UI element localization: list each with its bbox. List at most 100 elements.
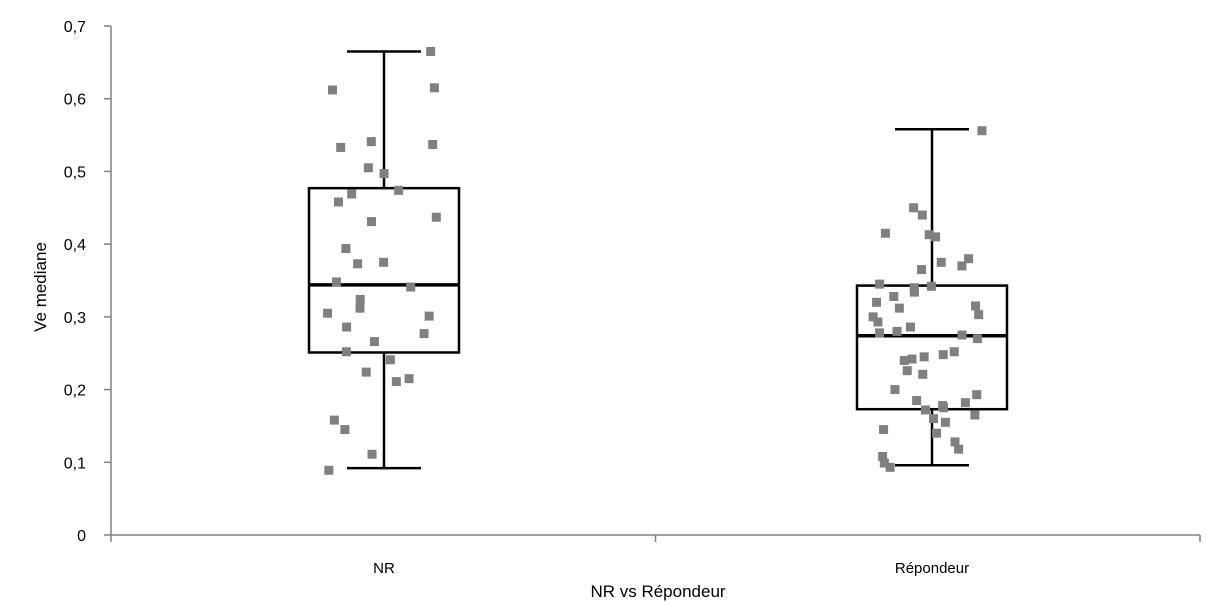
data-point (369, 337, 379, 347)
data-point (899, 355, 909, 365)
y-tick-label: 0,3 (64, 310, 86, 327)
data-point (950, 437, 960, 447)
data-point (972, 390, 982, 400)
data-point (936, 257, 946, 267)
data-point (341, 347, 351, 357)
data-point (917, 265, 927, 275)
data-point (905, 322, 915, 332)
data-point (347, 189, 357, 199)
data-point (890, 385, 900, 395)
y-axis-title: Ve mediane (31, 242, 50, 332)
data-point (355, 294, 365, 304)
data-point (366, 217, 376, 227)
data-point (926, 281, 936, 291)
data-point (889, 291, 899, 301)
data-point (329, 415, 339, 425)
data-point (907, 354, 917, 364)
data-point (972, 334, 982, 344)
data-point (894, 303, 904, 313)
data-point (977, 126, 987, 136)
data-point (909, 287, 919, 297)
data-point (361, 367, 371, 377)
data-point (902, 366, 912, 376)
data-point (355, 303, 365, 313)
data-point (342, 322, 352, 332)
data-point (919, 352, 929, 362)
data-point (367, 449, 377, 459)
data-point (428, 140, 438, 150)
data-point (426, 46, 436, 56)
x-category-label: Répondeur (895, 560, 969, 577)
data-point (912, 395, 922, 405)
data-point (385, 355, 395, 365)
data-point (873, 317, 883, 327)
data-point (879, 458, 889, 468)
box-nr (307, 50, 461, 470)
y-tick-label: 0 (77, 528, 86, 545)
data-points (323, 46, 987, 475)
data-point (929, 414, 939, 424)
data-point (404, 374, 414, 384)
data-point (872, 297, 882, 307)
data-point (918, 369, 928, 379)
data-point (331, 277, 341, 287)
data-point (880, 228, 890, 238)
data-point (931, 232, 941, 242)
iqr-box (307, 186, 461, 354)
y-tick-label: 0,4 (64, 237, 86, 254)
data-point (363, 163, 373, 173)
data-point (940, 417, 950, 427)
data-point (921, 405, 931, 415)
y-tick-label: 0,6 (64, 92, 86, 109)
data-point (341, 244, 351, 254)
data-point (419, 329, 429, 339)
y-tick-label: 0,5 (64, 164, 86, 181)
data-point (406, 282, 416, 292)
category-labels: NR Répondeur (373, 560, 969, 577)
data-point (366, 137, 376, 147)
axes (104, 25, 1201, 542)
data-point (379, 257, 389, 267)
data-point (879, 425, 889, 435)
x-axis-title: NR vs Répondeur (590, 582, 725, 601)
data-point (353, 259, 363, 269)
data-point (970, 410, 980, 420)
x-category-label: NR (373, 560, 395, 577)
data-point (957, 261, 967, 271)
data-point (878, 451, 888, 461)
data-point (391, 377, 401, 387)
data-point (868, 312, 878, 322)
data-point (324, 465, 334, 475)
data-point (892, 326, 902, 336)
data-point (875, 328, 885, 338)
data-point (974, 310, 984, 320)
data-point (327, 85, 337, 95)
data-point (964, 254, 974, 264)
y-tick-labels: 0 0,1 0,2 0,3 0,4 0,5 0,6 0,7 (64, 19, 86, 545)
data-point (431, 212, 441, 222)
data-point (924, 230, 934, 240)
data-point (885, 462, 895, 472)
data-point (949, 347, 959, 357)
data-point (394, 185, 404, 195)
y-tick-label: 0,2 (64, 383, 86, 400)
data-point (957, 330, 967, 340)
data-point (938, 350, 948, 360)
data-point (909, 203, 919, 213)
data-point (960, 398, 970, 408)
data-point (333, 197, 343, 207)
data-point (971, 301, 981, 311)
data-point (932, 428, 942, 438)
data-point (336, 142, 346, 152)
data-point (939, 403, 949, 413)
data-point (323, 308, 333, 318)
y-tick-label: 0,7 (64, 19, 86, 36)
data-point (340, 425, 350, 435)
data-point (424, 311, 434, 321)
y-tick-label: 0,1 (64, 455, 86, 472)
data-point (875, 279, 885, 289)
data-point (917, 210, 927, 220)
data-point (954, 444, 964, 454)
data-point (429, 83, 439, 93)
